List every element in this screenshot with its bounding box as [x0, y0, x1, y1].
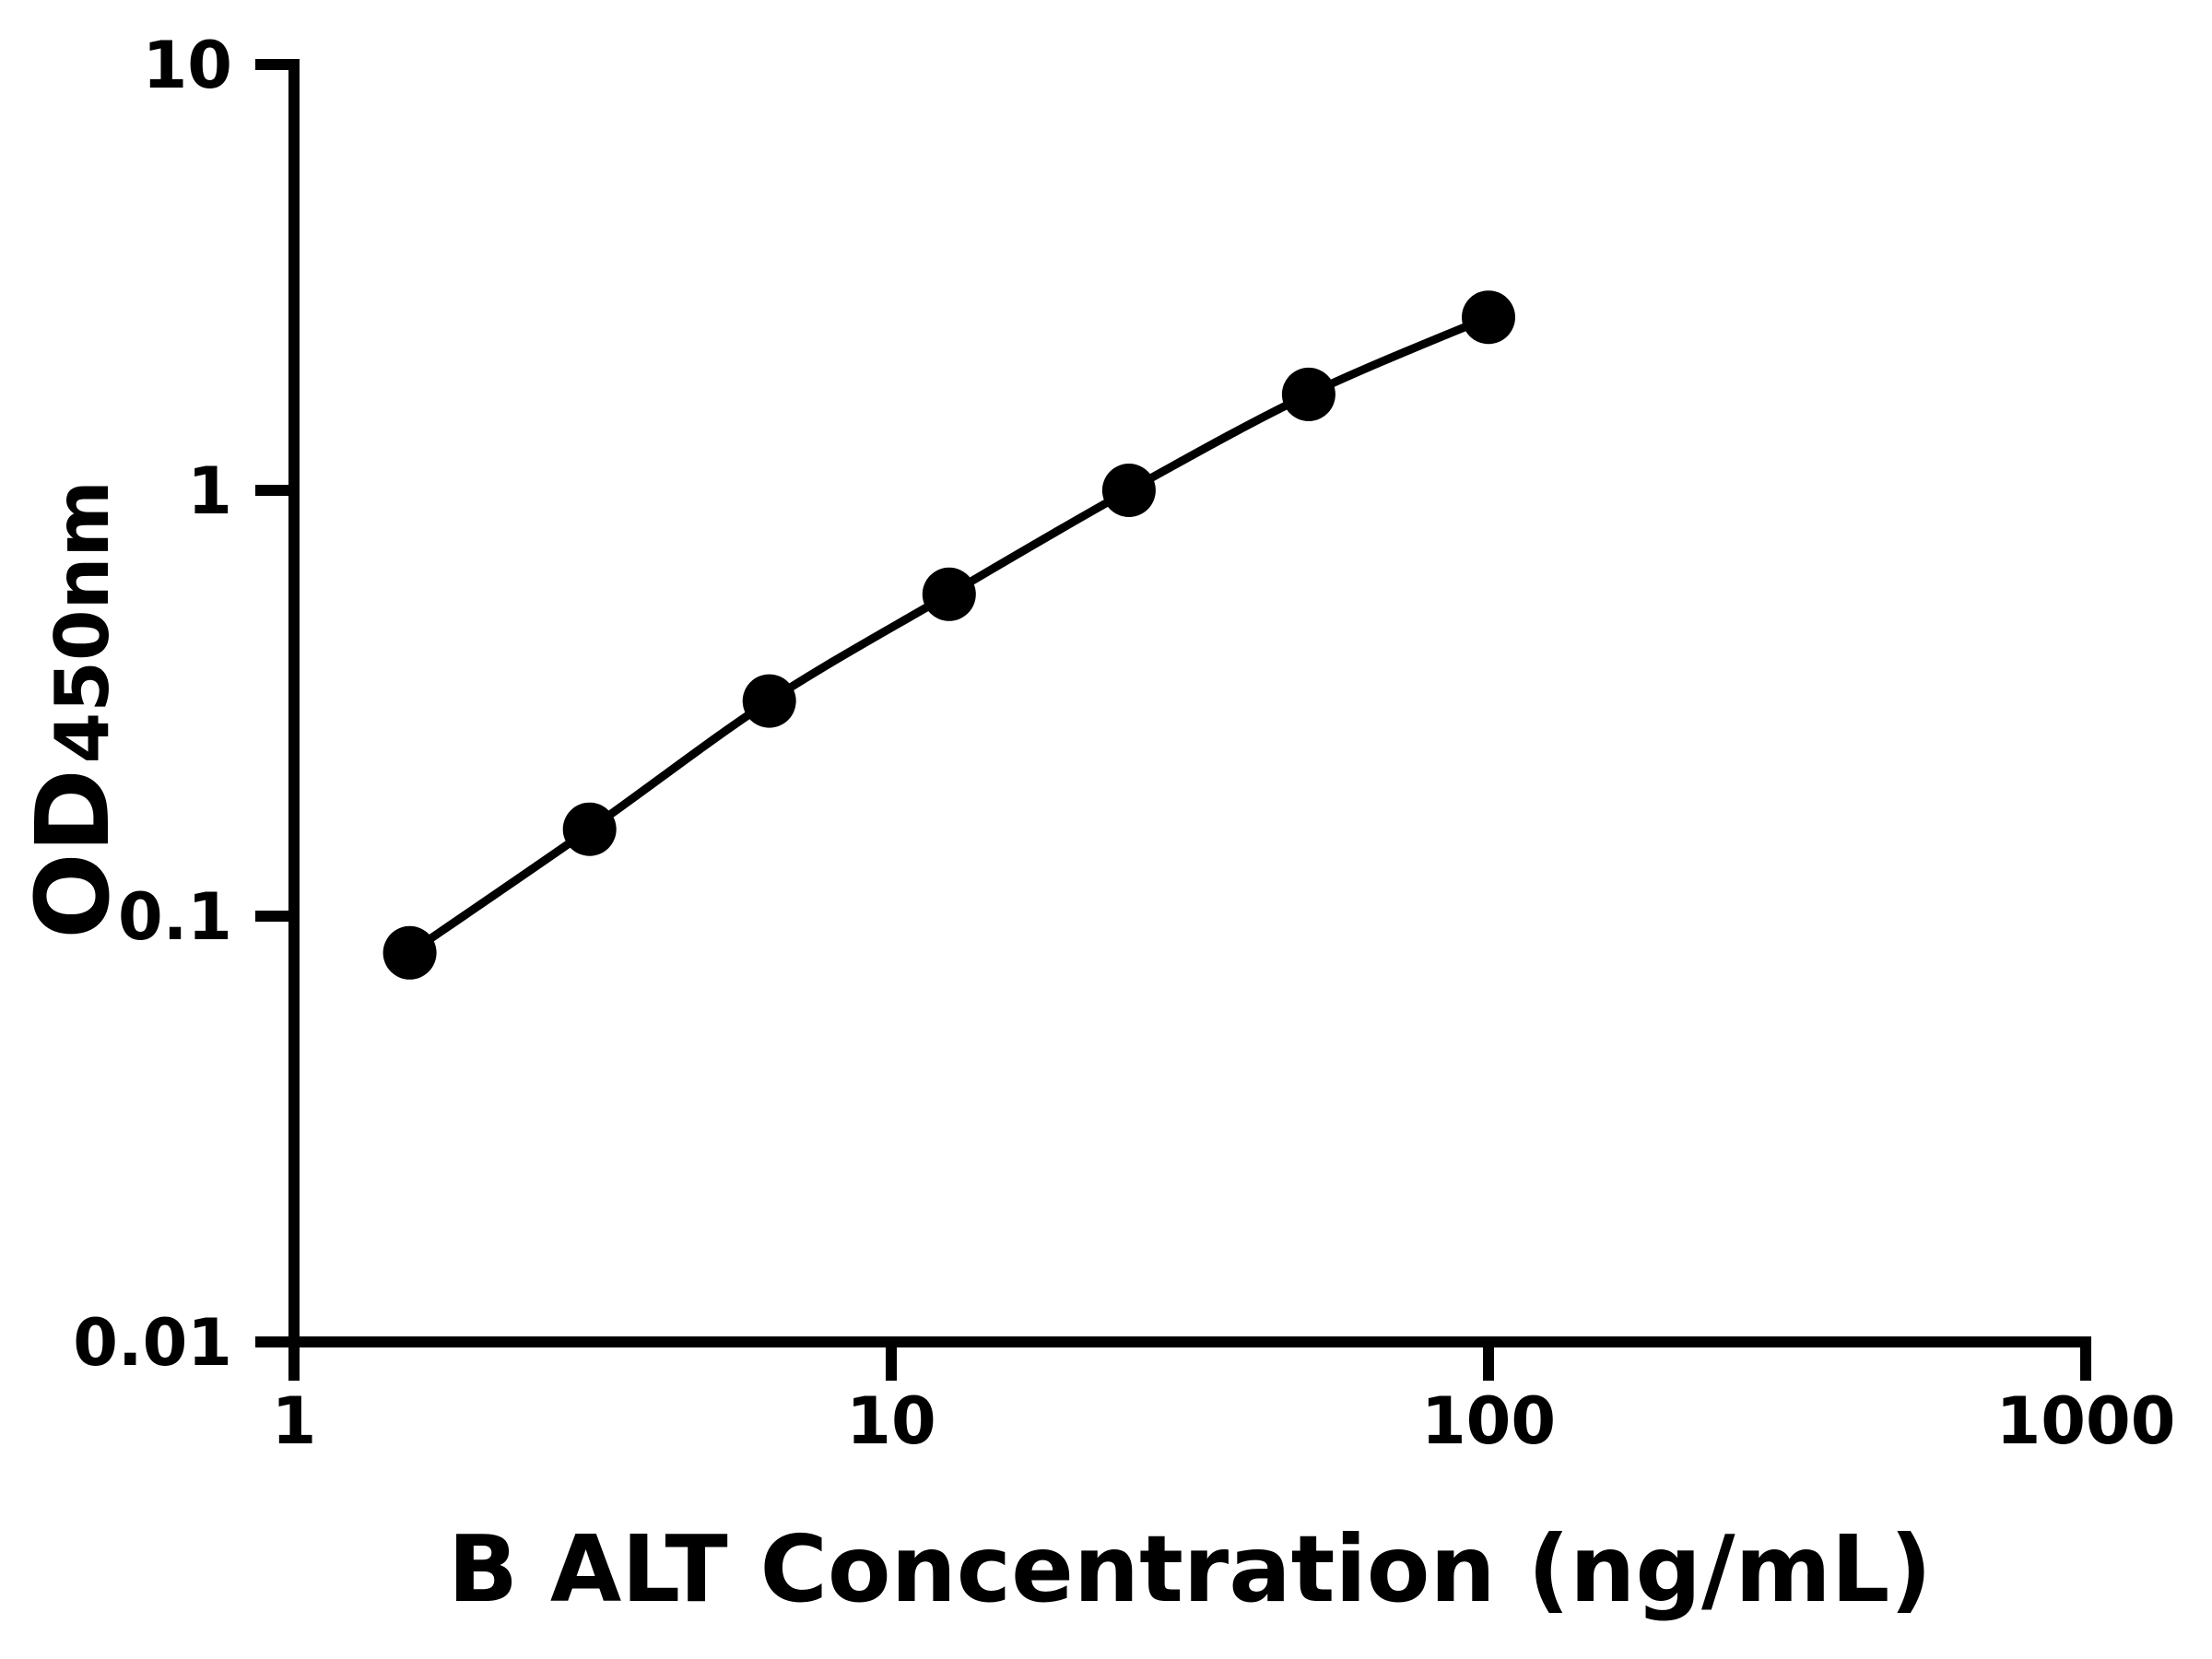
- data-point-marker: [742, 674, 796, 728]
- x-tick-label: 100: [1421, 1383, 1556, 1459]
- data-series-layer: [382, 290, 1515, 980]
- y-axis-title-subscript: 450nm: [40, 480, 125, 763]
- x-tick-label: 1: [272, 1383, 317, 1459]
- data-point-marker: [1462, 290, 1515, 345]
- data-point-marker: [562, 802, 617, 856]
- y-tick-label: 0.1: [118, 879, 232, 955]
- data-point-marker: [1101, 464, 1156, 517]
- y-axis-title-main: OD: [14, 769, 132, 939]
- y-tick-label: 1: [187, 453, 232, 529]
- data-point-marker: [1281, 367, 1335, 421]
- data-point-marker: [382, 925, 437, 980]
- y-tick-label: 10: [143, 28, 232, 103]
- x-tick-label: 1000: [1996, 1383, 2176, 1459]
- x-axis-title: B ALT Concentration (ng/mL): [448, 1515, 1932, 1623]
- x-tick-label: 10: [846, 1383, 935, 1459]
- y-tick-label: 0.01: [73, 1305, 232, 1381]
- data-point-marker: [922, 567, 976, 621]
- axes-layer: 0.01 0.1 1 10 1 10 100 1000: [73, 28, 2175, 1459]
- y-axis-title: OD 450nm: [14, 480, 132, 939]
